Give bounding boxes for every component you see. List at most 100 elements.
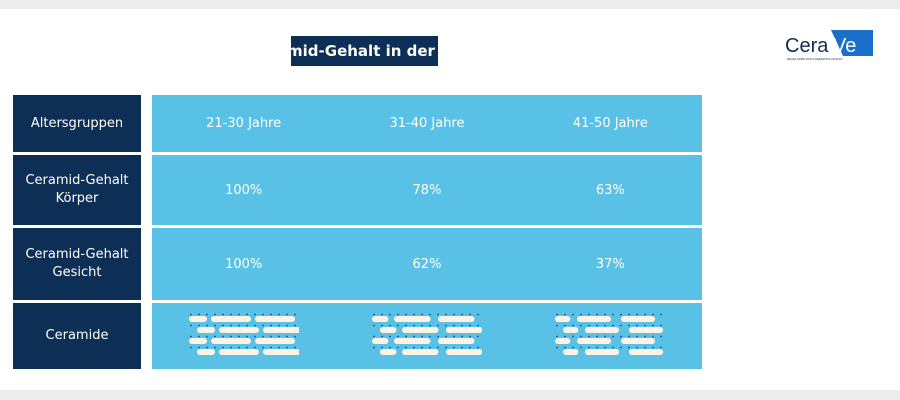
dot xyxy=(596,335,599,338)
dot xyxy=(453,335,455,338)
dot xyxy=(245,324,248,327)
dot xyxy=(389,346,391,349)
dot xyxy=(660,346,663,349)
dot xyxy=(564,346,567,349)
dot xyxy=(604,313,607,316)
dot xyxy=(261,313,264,316)
dot xyxy=(620,335,623,338)
dot xyxy=(293,313,296,316)
dot xyxy=(277,324,280,327)
dot xyxy=(461,346,463,349)
cell: 63% xyxy=(595,182,625,198)
dot xyxy=(413,313,415,316)
dot xyxy=(205,335,208,338)
dot xyxy=(269,346,272,349)
label-altersgruppen: Altersgruppen xyxy=(13,95,141,152)
dot xyxy=(556,324,559,327)
dot xyxy=(556,346,559,349)
dot xyxy=(405,346,407,349)
dot xyxy=(197,313,200,316)
label-ceramide: Ceramide xyxy=(13,303,141,369)
dot xyxy=(245,346,248,349)
dot xyxy=(405,335,407,338)
dot xyxy=(628,335,631,338)
dot xyxy=(221,324,224,327)
dot xyxy=(437,313,439,316)
row-gesicht: 100% 62% 37% xyxy=(152,228,702,300)
dot xyxy=(620,313,623,316)
dot xyxy=(453,313,455,316)
dot xyxy=(604,346,607,349)
lipid-bar xyxy=(621,338,656,344)
dot xyxy=(445,324,447,327)
dot xyxy=(620,346,623,349)
dot xyxy=(556,313,559,316)
dot xyxy=(612,313,615,316)
dot xyxy=(237,335,240,338)
dot xyxy=(221,346,224,349)
dot xyxy=(213,346,216,349)
svg-text:Ve: Ve xyxy=(833,35,856,57)
lipid-bar xyxy=(577,338,612,344)
lipid-bar xyxy=(401,349,439,355)
dot xyxy=(429,313,431,316)
dot xyxy=(620,324,623,327)
dot xyxy=(588,346,591,349)
dot xyxy=(397,324,399,327)
dot xyxy=(381,324,383,327)
dot xyxy=(588,335,591,338)
svg-text:DEVELOPED WITH DERMATOLOGISTS: DEVELOPED WITH DERMATOLOGISTS xyxy=(787,57,842,61)
dot xyxy=(660,324,663,327)
dot xyxy=(596,346,599,349)
dot xyxy=(237,313,240,316)
lipid-bar xyxy=(555,316,571,322)
dot xyxy=(237,346,240,349)
dot xyxy=(261,346,264,349)
dot xyxy=(197,346,200,349)
cell: 31-40 Jahre xyxy=(389,116,465,131)
dot xyxy=(221,313,224,316)
lipid-bar xyxy=(196,327,215,333)
row-koerper: 100% 78% 63% xyxy=(152,155,702,225)
dot xyxy=(229,335,232,338)
cell: 78% xyxy=(412,182,442,198)
dot xyxy=(413,324,415,327)
lipid-bar xyxy=(254,338,295,344)
dot xyxy=(421,324,423,327)
dot xyxy=(397,335,399,338)
dot xyxy=(205,346,208,349)
lipid-bar xyxy=(254,316,295,322)
dot xyxy=(453,346,455,349)
dot xyxy=(652,313,655,316)
dot xyxy=(596,313,599,316)
dot xyxy=(572,313,575,316)
dot xyxy=(469,313,471,316)
dot xyxy=(588,324,591,327)
dot xyxy=(253,335,256,338)
dot xyxy=(564,324,567,327)
dot xyxy=(277,313,280,316)
label-koerper: Ceramid-Gehalt Körper xyxy=(13,155,141,225)
lipid-bar xyxy=(262,327,299,333)
dot xyxy=(652,335,655,338)
lipid-bar xyxy=(445,349,482,355)
lipid-bar xyxy=(210,316,251,322)
lipid-bar xyxy=(563,327,579,333)
cell: 21-30 Jahre xyxy=(206,116,282,131)
lipid-bar xyxy=(585,327,620,333)
dot xyxy=(580,335,583,338)
dot xyxy=(604,335,607,338)
svg-text:Cera: Cera xyxy=(785,35,829,57)
dot xyxy=(213,313,216,316)
dot xyxy=(604,324,607,327)
dot xyxy=(477,346,479,349)
dot xyxy=(285,324,288,327)
dot xyxy=(556,335,559,338)
dot xyxy=(469,335,471,338)
dot xyxy=(293,324,296,327)
dot xyxy=(269,313,272,316)
dot xyxy=(389,335,391,338)
ceramide-illustration xyxy=(188,313,299,355)
dot xyxy=(277,335,280,338)
dot xyxy=(445,313,447,316)
